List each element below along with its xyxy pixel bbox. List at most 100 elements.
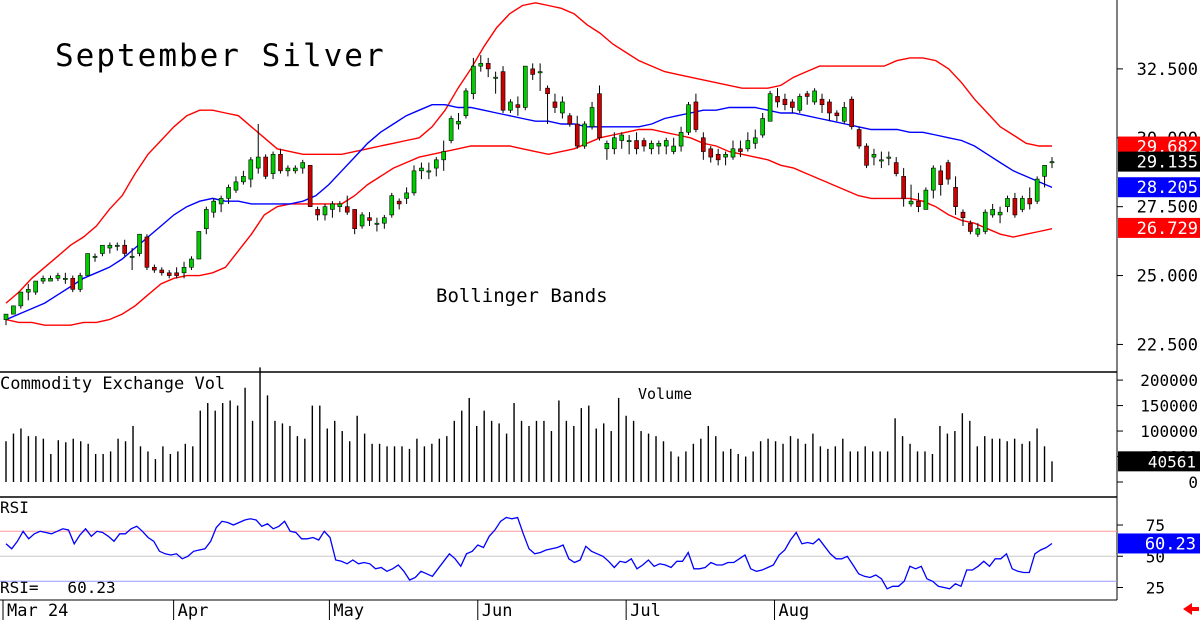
candle <box>560 96 565 119</box>
candle <box>508 99 513 113</box>
last-value-text: 29.135 <box>1137 153 1198 173</box>
candle <box>270 151 276 180</box>
price-y-tick-label: 32.500 <box>1137 60 1198 80</box>
candle <box>693 93 699 133</box>
candle-body <box>441 151 446 161</box>
candle <box>18 291 24 309</box>
candle <box>686 101 691 136</box>
candle <box>730 140 736 160</box>
candle <box>723 151 728 166</box>
candle <box>48 275 53 282</box>
candle-body <box>181 266 187 274</box>
rsi-y-tick-label: 75 <box>1146 516 1165 535</box>
candle-body <box>411 170 417 194</box>
candle <box>500 66 506 113</box>
candle <box>827 99 832 122</box>
lower_band-last-value-label: 26.729 <box>1118 217 1200 239</box>
candle-body <box>612 137 617 150</box>
candle <box>396 198 402 210</box>
candle-body <box>901 176 906 199</box>
candle-body <box>782 98 788 106</box>
candle <box>908 184 914 207</box>
candle <box>641 137 647 152</box>
candle <box>485 57 491 78</box>
candle <box>997 206 1003 224</box>
candle-body <box>960 211 966 218</box>
candle-body <box>708 148 714 158</box>
candle <box>990 203 995 218</box>
price-y-tick-label: 25.000 <box>1137 267 1198 287</box>
candle-body <box>3 313 9 320</box>
candle <box>923 187 929 210</box>
candle <box>782 93 788 111</box>
middle-bollinger-band <box>5 103 1053 321</box>
candle-body <box>567 115 573 125</box>
x-month-label: Jun <box>482 601 513 620</box>
last-value-box <box>1118 177 1200 198</box>
candle <box>181 261 187 279</box>
candle-body <box>1049 161 1055 164</box>
candle <box>352 209 357 235</box>
candle-body <box>582 123 587 147</box>
candle <box>738 140 743 158</box>
candle-body <box>344 206 350 213</box>
candle <box>1034 176 1040 204</box>
candle-body <box>968 222 973 232</box>
candle-body <box>990 209 995 216</box>
candle <box>419 162 424 180</box>
candle <box>871 148 877 166</box>
candle <box>708 146 714 163</box>
candle <box>715 148 721 166</box>
candle-body <box>263 156 268 177</box>
candle <box>411 165 417 196</box>
candle-body <box>293 167 298 172</box>
candle <box>211 198 217 218</box>
candle <box>812 88 817 105</box>
candle-body <box>649 142 654 150</box>
candle <box>55 272 61 282</box>
candle-body <box>678 131 684 147</box>
candle-body <box>159 269 165 274</box>
candle <box>975 223 981 237</box>
candle-body <box>359 214 365 227</box>
candle <box>322 203 328 221</box>
candle-body <box>144 236 150 268</box>
candle-body <box>931 167 936 191</box>
candle-body <box>500 71 506 111</box>
rsi-y-tick-label: 25 <box>1146 579 1165 598</box>
candle-body <box>626 140 632 143</box>
candle <box>218 195 224 213</box>
last-value-text: 28.205 <box>1137 178 1198 198</box>
candle-body <box>604 142 610 150</box>
candle <box>582 121 587 149</box>
candle-body <box>189 258 194 268</box>
close-last-value-label: 29.135 <box>1118 151 1200 173</box>
candle-body <box>856 129 862 147</box>
candle-body <box>114 244 120 247</box>
candle <box>901 168 906 207</box>
bollinger-annotation: Bollinger Bands <box>436 285 608 307</box>
candle <box>819 93 825 113</box>
candle <box>330 201 335 218</box>
volume-panel <box>5 367 1053 482</box>
candle <box>856 126 862 149</box>
candle <box>70 275 76 293</box>
last-value-text: 60.23 <box>1145 534 1196 554</box>
candle <box>960 209 966 226</box>
candle-body <box>233 181 239 191</box>
candle-body <box>574 123 580 147</box>
left-arrow-icon[interactable] <box>1183 603 1199 615</box>
candle <box>671 137 676 155</box>
candle-body <box>100 244 105 254</box>
candle-body <box>285 167 291 172</box>
candle-body <box>278 154 283 172</box>
candle <box>63 272 68 284</box>
candle-body <box>374 222 380 225</box>
candle <box>604 140 610 160</box>
last-value-box <box>1118 136 1200 157</box>
candle-body <box>337 203 343 207</box>
candle-body <box>11 305 16 315</box>
candle-body <box>537 71 543 74</box>
candle-body <box>752 137 758 144</box>
candle <box>263 154 268 180</box>
